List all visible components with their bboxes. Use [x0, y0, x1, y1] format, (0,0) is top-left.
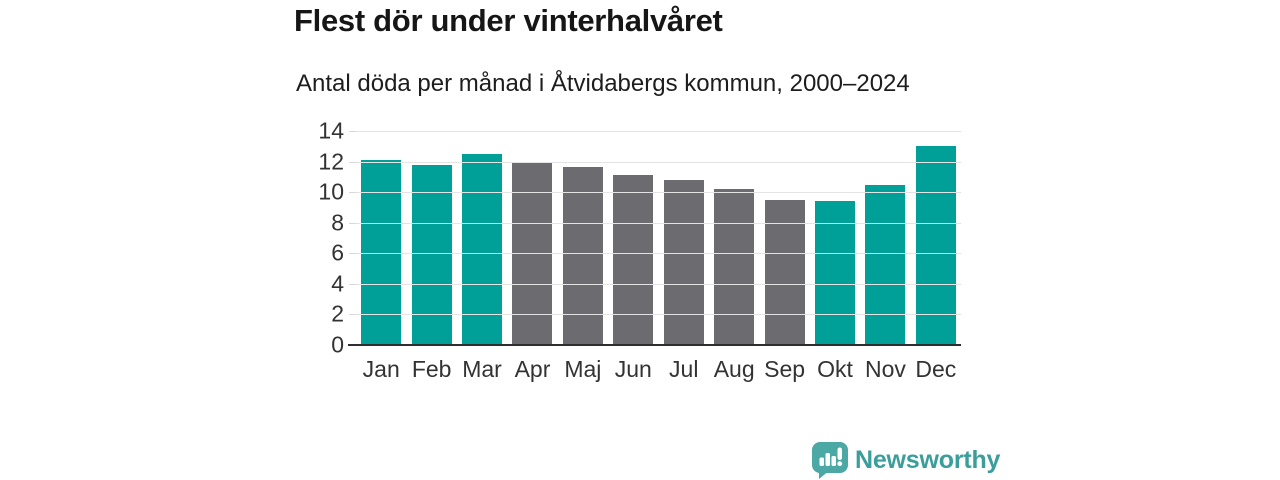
- x-tick-label-okt: Okt: [817, 356, 853, 382]
- chart-title: Flest dör under vinterhalvåret: [294, 3, 723, 38]
- bar-jun: [613, 175, 654, 345]
- x-tick-label-mar: Mar: [462, 356, 502, 382]
- x-tick-label-nov: Nov: [864, 356, 906, 382]
- y-tick-label-12: 12: [318, 148, 344, 175]
- y-tick-label-10: 10: [318, 178, 344, 205]
- bar-sep: [764, 199, 805, 345]
- y-tick-6: [349, 253, 356, 255]
- bar-slot-maj: [558, 131, 608, 345]
- gridline-4: [356, 283, 961, 285]
- y-tick-label-2: 2: [331, 300, 344, 327]
- bar-slot-nov: [860, 131, 910, 345]
- y-tick-label-4: 4: [331, 270, 344, 297]
- x-axis-baseline: [348, 344, 961, 346]
- x-tick-label-maj: Maj: [564, 356, 602, 382]
- bar-okt: [815, 201, 855, 345]
- bar-slot-jul: [659, 131, 709, 345]
- newsworthy-logo-icon: [812, 442, 848, 479]
- x-tick-label-dec: Dec: [915, 356, 957, 382]
- bar-slot-okt: [810, 131, 860, 345]
- bar-slot-dec: [911, 131, 961, 345]
- gridline-8: [356, 222, 961, 224]
- bar-slot-jan: [356, 131, 406, 345]
- bar-slot-mar: [457, 131, 507, 345]
- y-tick-label-0: 0: [331, 331, 344, 358]
- y-tick-label-14: 14: [318, 117, 344, 144]
- y-tick-label-8: 8: [331, 209, 344, 236]
- x-tick-label-apr: Apr: [514, 356, 551, 382]
- bar-jan: [361, 160, 402, 345]
- x-tick-label-sep: Sep: [764, 356, 806, 382]
- y-tick-label-6: 6: [331, 239, 344, 266]
- bar-mar: [462, 153, 503, 345]
- y-axis: 0 2 4 6 8 10 12 14: [296, 119, 344, 356]
- x-tick-label-feb: Feb: [411, 356, 452, 382]
- gridline-10: [356, 192, 961, 194]
- brand-name: Newsworthy: [855, 446, 1001, 474]
- y-tick-8: [349, 222, 356, 224]
- gridline-2: [356, 314, 961, 316]
- bar-maj: [562, 166, 603, 345]
- bar-dec: [915, 146, 956, 345]
- bar-nov: [865, 184, 906, 345]
- y-tick-12: [349, 161, 356, 163]
- x-tick-label-jan: Jan: [362, 356, 400, 382]
- gridline-14: [356, 131, 961, 132]
- x-tick-label-jun: Jun: [614, 356, 652, 382]
- chart-subtitle: Antal döda per månad i Åtvidabergs kommu…: [296, 70, 910, 97]
- y-tick-10: [349, 192, 356, 194]
- bar-aug: [714, 189, 755, 345]
- x-axis: Jan Feb Mar Apr Maj Jun Jul Aug Sep Okt Nov Dec: [356, 356, 961, 384]
- x-tick-label-aug: Aug: [713, 356, 755, 382]
- bars-container: [356, 131, 961, 345]
- x-tick-label-jul: Jul: [669, 356, 699, 382]
- bar-slot-sep: [759, 131, 809, 345]
- bar-slot-jun: [608, 131, 658, 345]
- bar-slot-feb: [406, 131, 456, 345]
- plot-area: [348, 131, 961, 346]
- bar-slot-aug: [709, 131, 759, 345]
- newsworthy-logo: Newsworthy: [812, 442, 1000, 479]
- y-tick-4: [349, 283, 356, 285]
- gridline-12: [356, 161, 961, 163]
- bar-slot-apr: [507, 131, 557, 345]
- bar-jul: [663, 179, 704, 345]
- y-tick-2: [349, 314, 356, 316]
- y-tick-14: [349, 131, 356, 132]
- gridline-6: [356, 253, 961, 255]
